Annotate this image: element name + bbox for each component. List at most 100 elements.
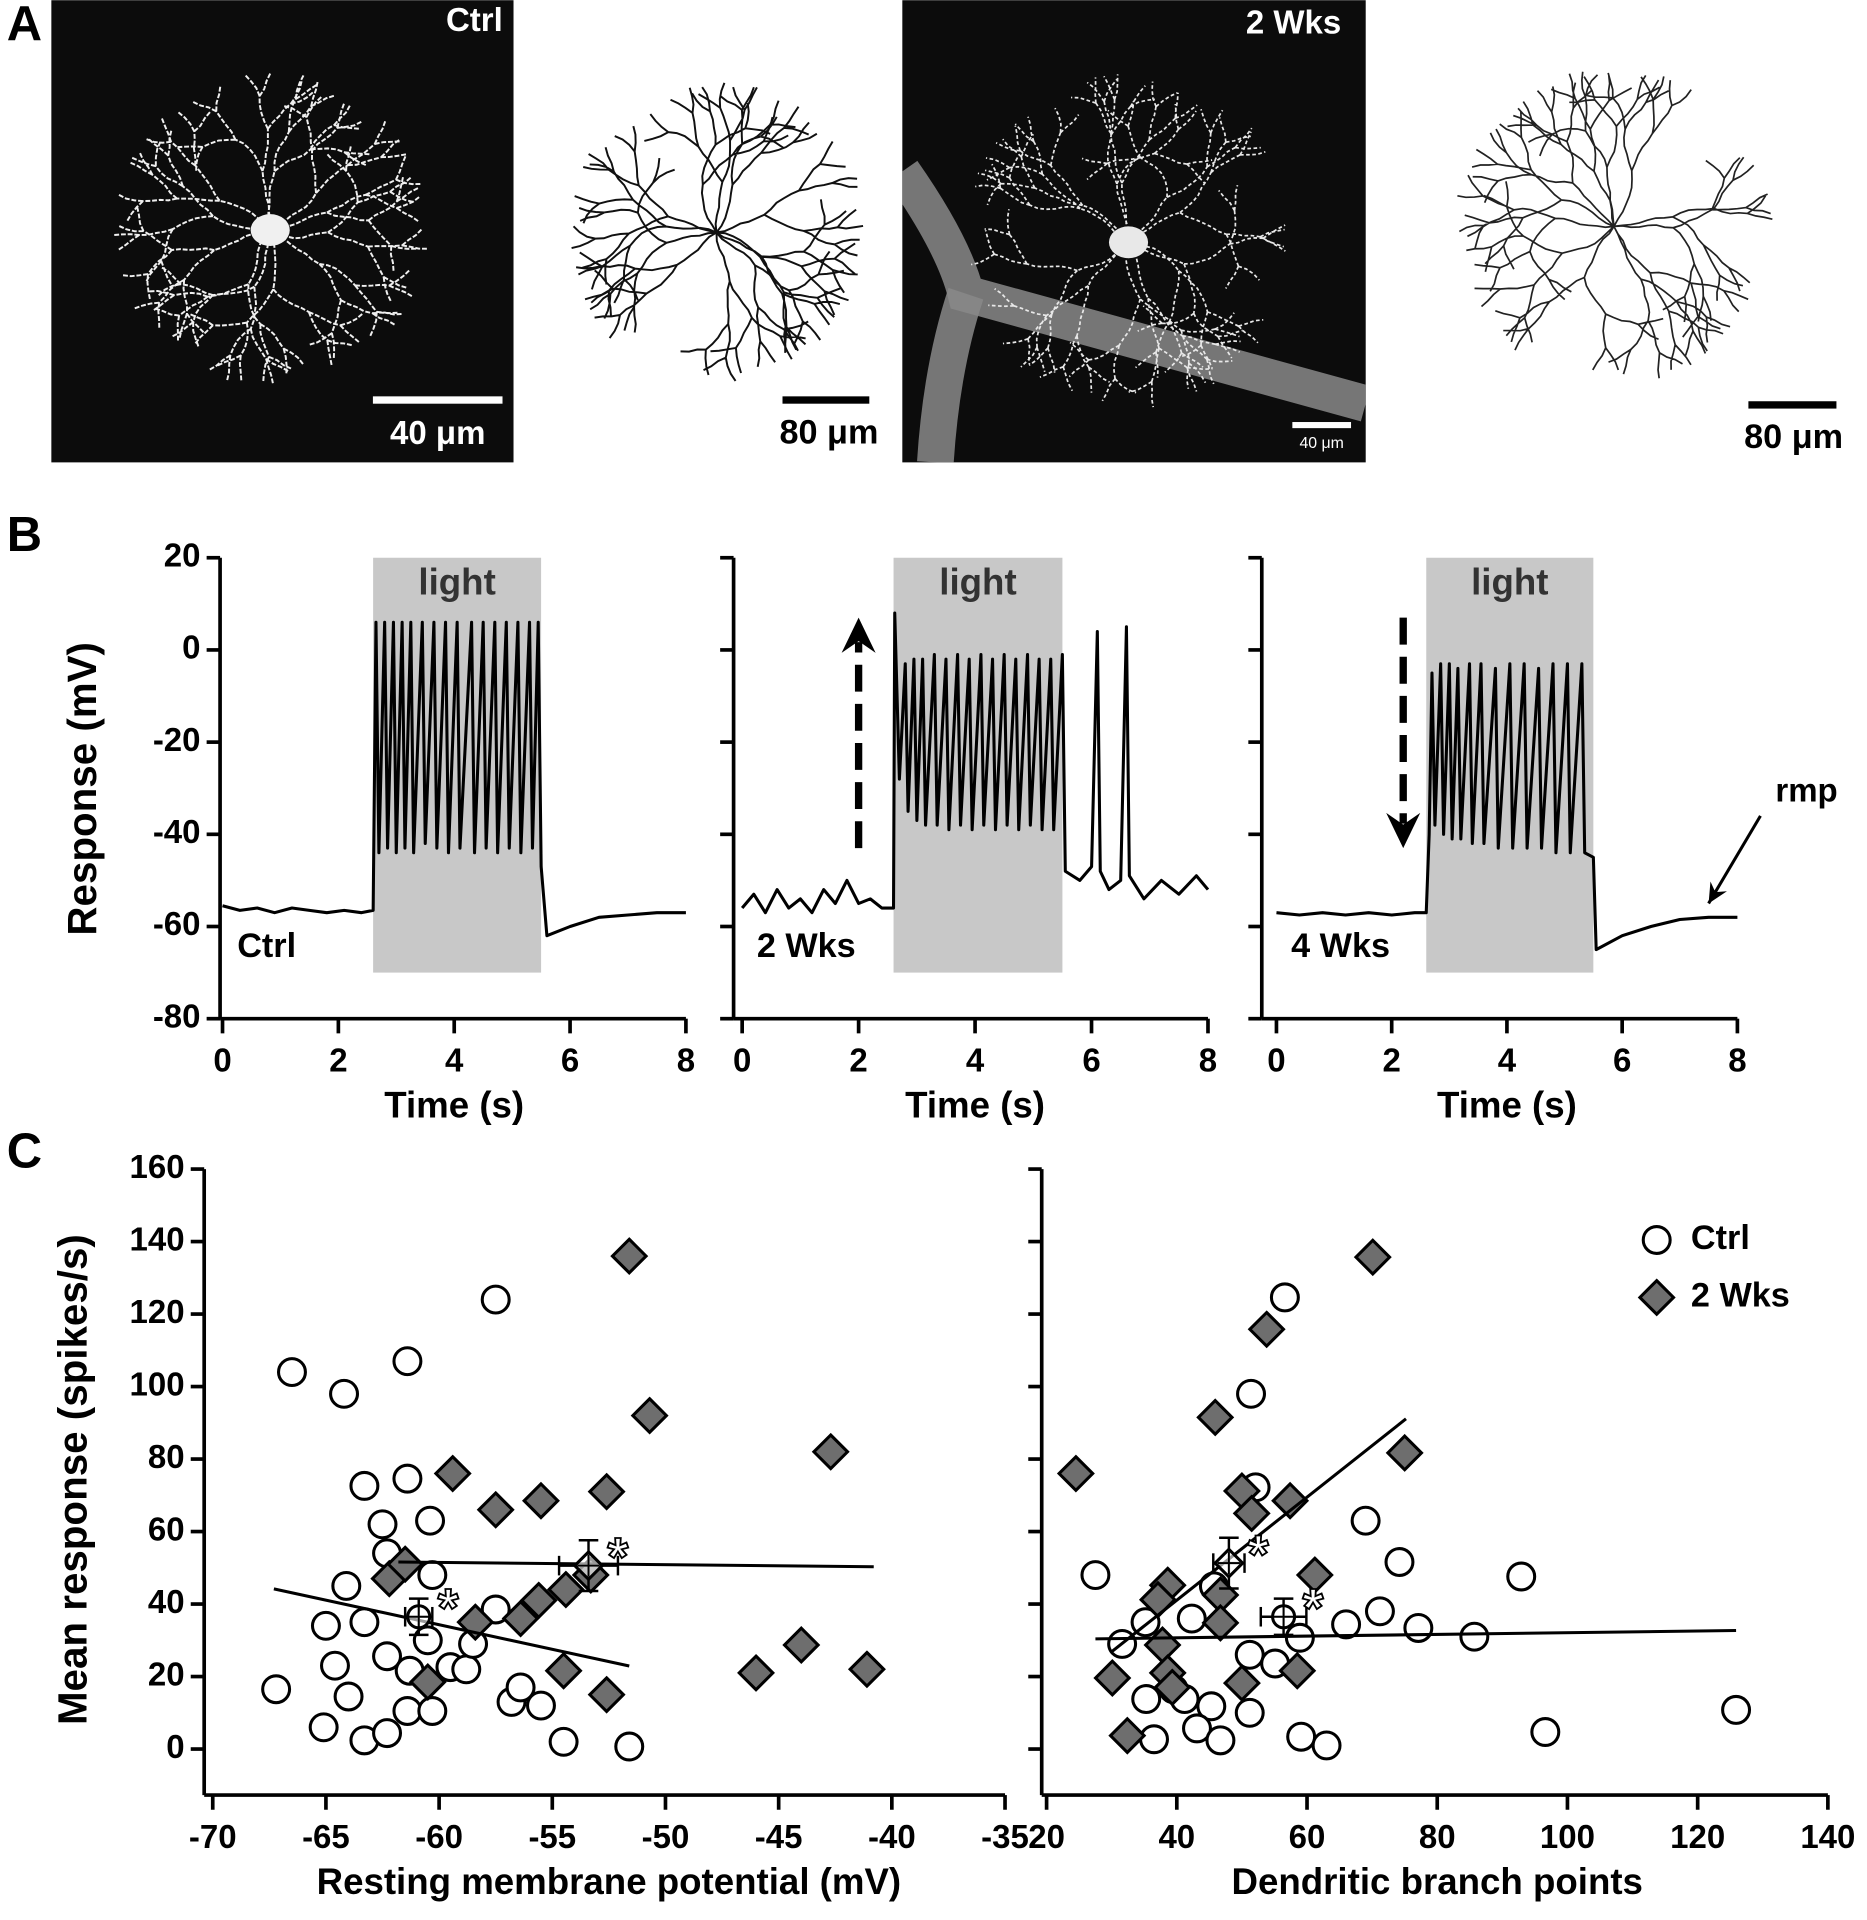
point <box>392 1463 423 1494</box>
significance: * <box>1248 1524 1269 1584</box>
point <box>372 1641 403 1672</box>
x-tick-label: -50 <box>642 1818 690 1855</box>
regression-line <box>398 1560 874 1569</box>
point <box>1232 1494 1271 1533</box>
x-tick-label: 8 <box>1199 1041 1217 1078</box>
x-tick-label: -70 <box>189 1818 237 1855</box>
x-axis-label: Time (s) <box>1437 1085 1577 1126</box>
point <box>476 1490 515 1529</box>
condition-label: 4 Wks <box>1291 927 1390 965</box>
point <box>811 1432 850 1471</box>
point <box>1269 1282 1300 1313</box>
point <box>1278 1651 1317 1690</box>
point <box>433 1454 472 1493</box>
point <box>320 1650 350 1681</box>
y-tick-label: -20 <box>153 721 201 758</box>
light-label: light <box>418 561 495 602</box>
regression-line <box>1111 1417 1407 1653</box>
image-label: Ctrl <box>446 1 503 38</box>
point <box>261 1674 292 1705</box>
point <box>1205 1725 1236 1756</box>
point <box>546 1570 585 1609</box>
scale-bar-label: 40 μm <box>390 414 485 451</box>
point <box>1176 1603 1207 1634</box>
neurons <box>113 71 1773 408</box>
chart: 20 40 60 80 100 120 140 Dendritic branch points… <box>1028 1167 1855 1902</box>
point <box>519 1581 558 1620</box>
neuron <box>113 72 428 384</box>
point <box>276 1357 307 1388</box>
y-tick-label: 0 <box>166 1728 184 1765</box>
point <box>1403 1612 1434 1643</box>
point <box>1182 1713 1212 1744</box>
voltage-trace <box>740 611 1210 915</box>
point <box>782 1626 821 1664</box>
point <box>1721 1694 1752 1725</box>
scale-bar-label: 80 μm <box>1744 418 1843 456</box>
y-tick-label: 40 <box>148 1583 185 1620</box>
x-tick-label: 2 <box>1383 1041 1401 1078</box>
y-tick-label: 20 <box>148 1655 185 1692</box>
dendrites <box>1457 71 1773 379</box>
regression-line <box>273 1587 630 1668</box>
condition-label: 2 Wks <box>757 927 856 965</box>
point <box>1093 1659 1132 1697</box>
x-tick-label: 4 <box>445 1041 464 1078</box>
x-axis-label: Time (s) <box>384 1085 524 1126</box>
point <box>1108 1716 1147 1755</box>
point <box>1222 1664 1261 1703</box>
dendrites <box>571 82 864 382</box>
panel-label: C <box>7 1124 42 1178</box>
y-tick-label: 60 <box>148 1510 185 1547</box>
x-tick-label: 140 <box>1800 1818 1855 1855</box>
x-tick-label: 4 <box>1498 1041 1517 1078</box>
legend-marker <box>1637 1278 1676 1317</box>
point <box>847 1650 886 1689</box>
x-tick-label: 60 <box>1289 1818 1326 1855</box>
point <box>1459 1621 1490 1652</box>
point <box>501 1599 540 1638</box>
scale-bar-label: 40 μm <box>1299 435 1343 452</box>
significance: * <box>438 1578 459 1638</box>
significance: * <box>607 1527 628 1587</box>
point <box>480 1284 511 1315</box>
y-tick-label: 100 <box>130 1365 185 1402</box>
x-axis-label: Time (s) <box>905 1085 1045 1126</box>
image-label: 2 Wks <box>1246 3 1341 40</box>
x-tick-label: -55 <box>528 1818 576 1855</box>
scale-bar <box>372 396 503 404</box>
dendrites <box>113 72 428 384</box>
x-tick-label: 20 <box>1028 1818 1065 1855</box>
point <box>417 1696 448 1726</box>
x-tick-label: 2 <box>849 1041 867 1078</box>
vessel <box>902 160 1366 463</box>
y-tick-label: 160 <box>130 1148 185 1185</box>
arrow-head <box>841 617 876 653</box>
point <box>505 1672 536 1703</box>
point <box>1247 1310 1286 1349</box>
voltage-trace <box>1276 662 1738 952</box>
point <box>1350 1505 1381 1536</box>
neuron <box>1457 71 1773 379</box>
x-tick-label: 40 <box>1158 1818 1195 1855</box>
point <box>1364 1596 1395 1627</box>
point <box>331 1570 362 1601</box>
point <box>1353 1238 1392 1277</box>
dendrites <box>970 74 1286 408</box>
panel-a: Ctrl 2 Wks 40 μm 80 μm 40 μm 80 μm <box>51 0 1843 463</box>
point <box>392 1696 423 1726</box>
x-tick-label: 2 <box>329 1041 347 1078</box>
point <box>1331 1609 1362 1640</box>
x-tick-label: 6 <box>1082 1041 1100 1078</box>
x-tick-label: 8 <box>1728 1041 1746 1078</box>
light-label: light <box>939 561 1016 602</box>
point <box>480 1594 511 1625</box>
x-tick-label: 0 <box>213 1041 231 1078</box>
point <box>367 1509 398 1540</box>
point <box>1196 1398 1235 1437</box>
arrow-head <box>1708 881 1727 904</box>
point <box>587 1472 626 1511</box>
neuron <box>970 74 1286 408</box>
voltage-trace <box>222 620 686 938</box>
